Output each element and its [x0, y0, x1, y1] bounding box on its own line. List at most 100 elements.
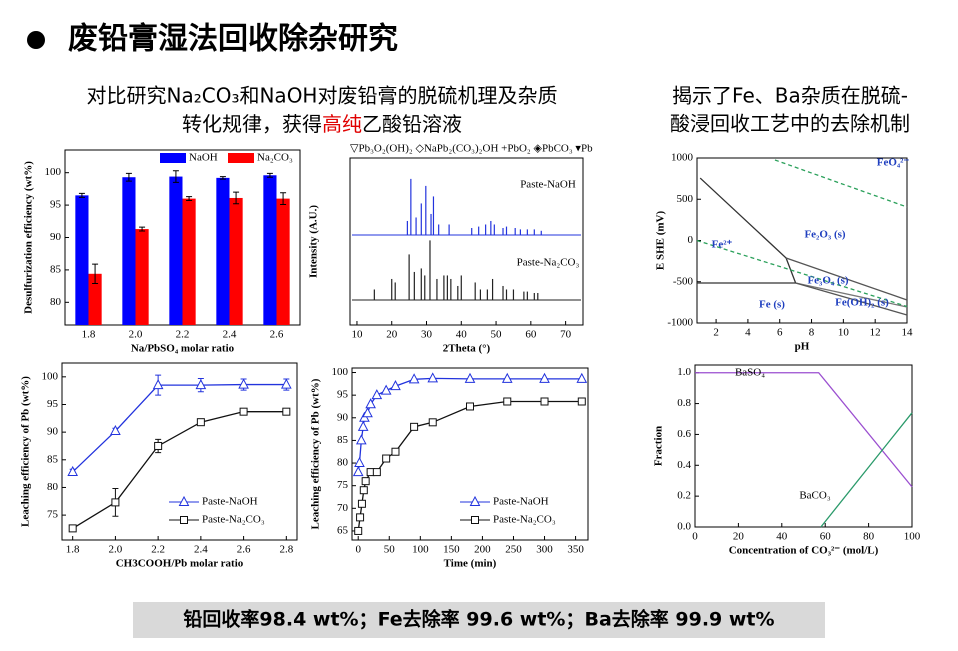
- x-tick-label: 150: [443, 544, 460, 556]
- x-axis-label: pH: [795, 341, 810, 353]
- marker: [359, 486, 368, 495]
- marker: [154, 441, 163, 450]
- marker: [110, 424, 121, 436]
- marker: [576, 372, 588, 383]
- series-label: Paste-Na₂CO₃: [517, 257, 580, 269]
- x-tick-label: 0: [692, 531, 698, 543]
- marker: [362, 407, 373, 418]
- annotation: Fe₃O₄ (s): [807, 275, 848, 287]
- y-tick-label: -500: [673, 275, 694, 287]
- x-tick-label: 10: [838, 327, 850, 339]
- x-tick-label: 200: [474, 544, 491, 556]
- marker: [466, 402, 474, 411]
- left-text: 转化规律，获得高纯乙酸铅溶液: [182, 112, 462, 136]
- error-bar: [172, 170, 179, 183]
- x-tick-label: 2.4: [194, 544, 208, 556]
- series-line: [357, 377, 582, 473]
- x-tick-label: 14: [902, 327, 914, 339]
- y-axis-label: Intensity (A.U.): [308, 205, 320, 278]
- x-tick-label: 40: [456, 329, 468, 341]
- y-tick-label: 0.8: [677, 397, 691, 409]
- legend-label: Paste-NaOH: [202, 496, 258, 508]
- text-part: 乙酸铅溶液: [362, 112, 462, 136]
- marker: [354, 526, 363, 535]
- x-tick-label: 4: [745, 327, 751, 339]
- y-tick-label: 90: [50, 231, 62, 243]
- marker: [354, 456, 365, 468]
- x-tick-label: 100: [412, 544, 429, 556]
- error-bar: [92, 263, 99, 285]
- slide-title: 废铅膏湿法回收除杂研究: [68, 22, 398, 57]
- y-tick-label: 65: [337, 524, 349, 536]
- x-tick-label: 8: [809, 327, 815, 339]
- marker: [67, 465, 79, 476]
- series-line: [795, 282, 908, 308]
- marker: [195, 379, 207, 390]
- legend-label: Paste-Na₂CO₃: [202, 514, 265, 526]
- series-label: Paste-NaOH: [520, 179, 576, 191]
- annotation: Fe₂O₃ (s): [804, 229, 845, 241]
- y-tick-label: 90: [47, 426, 59, 438]
- y-tick-label: 85: [50, 263, 62, 275]
- y-tick-label: 0.4: [677, 459, 691, 471]
- right-text: 揭示了Fe、Ba杂质在脱硫-: [672, 84, 908, 108]
- y-tick-label: 95: [50, 199, 62, 211]
- annotation: Fe(OH)₂ (s): [835, 297, 889, 309]
- x-tick-label: 2.8: [279, 544, 293, 556]
- x-tick-label: 20: [386, 329, 398, 341]
- marker: [428, 418, 437, 427]
- marker: [68, 524, 77, 533]
- x-tick-label: 2: [713, 327, 719, 339]
- x-tick-label: 50: [384, 544, 396, 556]
- y-tick-label: 85: [47, 453, 59, 465]
- text-part: 转化规律，获得: [182, 112, 322, 136]
- error-bar: [186, 196, 193, 202]
- legend-label: Na₂CO₃: [257, 152, 293, 164]
- legend-label: Paste-NaOH: [493, 496, 549, 508]
- x-tick-label: 60: [525, 329, 537, 341]
- legend-label: Paste-Na₂CO₃: [493, 514, 556, 526]
- y-tick-label: 0.0: [677, 521, 691, 533]
- series-line: [820, 412, 913, 528]
- x-tick-label: 2.2: [176, 329, 190, 341]
- text-highlight: 高纯: [322, 112, 362, 136]
- x-tick-label: 6: [777, 327, 783, 339]
- marker: [427, 372, 439, 383]
- marker: [196, 418, 205, 427]
- error-bar: [125, 172, 132, 182]
- marker: [372, 468, 381, 477]
- x-tick-label: 2.0: [109, 544, 123, 556]
- y-tick-label: 85: [337, 434, 349, 446]
- error-bar: [266, 172, 273, 178]
- x-tick-label: 2.6: [270, 329, 284, 341]
- marker: [371, 389, 383, 400]
- x-tick-label: 80: [863, 531, 875, 543]
- marker: [280, 378, 292, 389]
- series-line: [72, 411, 287, 529]
- right-text: 酸浸回收工艺中的去除机制: [670, 112, 910, 136]
- y-tick-label: 80: [337, 457, 349, 469]
- annotation: FeO₄²⁻: [877, 157, 910, 169]
- series-line: [785, 257, 908, 301]
- y-tick-label: 75: [337, 479, 349, 491]
- marker: [282, 407, 291, 416]
- x-axis-label: CH3COOH/Pb molar ratio: [116, 558, 244, 570]
- y-axis-label: Fraction: [653, 426, 665, 466]
- bar: [216, 177, 230, 325]
- footer: 铅回收率98.4 wt%；Fe去除率 99.6 wt%；Ba去除率 99.9 w…: [183, 608, 774, 631]
- bar: [135, 229, 149, 325]
- x-tick-label: 20: [733, 531, 745, 543]
- series-label: BaCO₃: [799, 490, 831, 502]
- marker: [365, 398, 376, 409]
- y-tick-label: 90: [337, 411, 349, 423]
- x-axis-label: Na/PbSO₄ molar ratio: [131, 343, 235, 355]
- marker: [238, 378, 249, 389]
- x-tick-label: 2.0: [129, 329, 143, 341]
- x-tick-label: 2.6: [237, 544, 251, 556]
- x-tick-label: 0: [355, 544, 361, 556]
- bar: [122, 177, 136, 325]
- marker: [503, 397, 512, 406]
- series-line: [795, 282, 908, 316]
- x-axis-label: Time (min): [444, 558, 497, 570]
